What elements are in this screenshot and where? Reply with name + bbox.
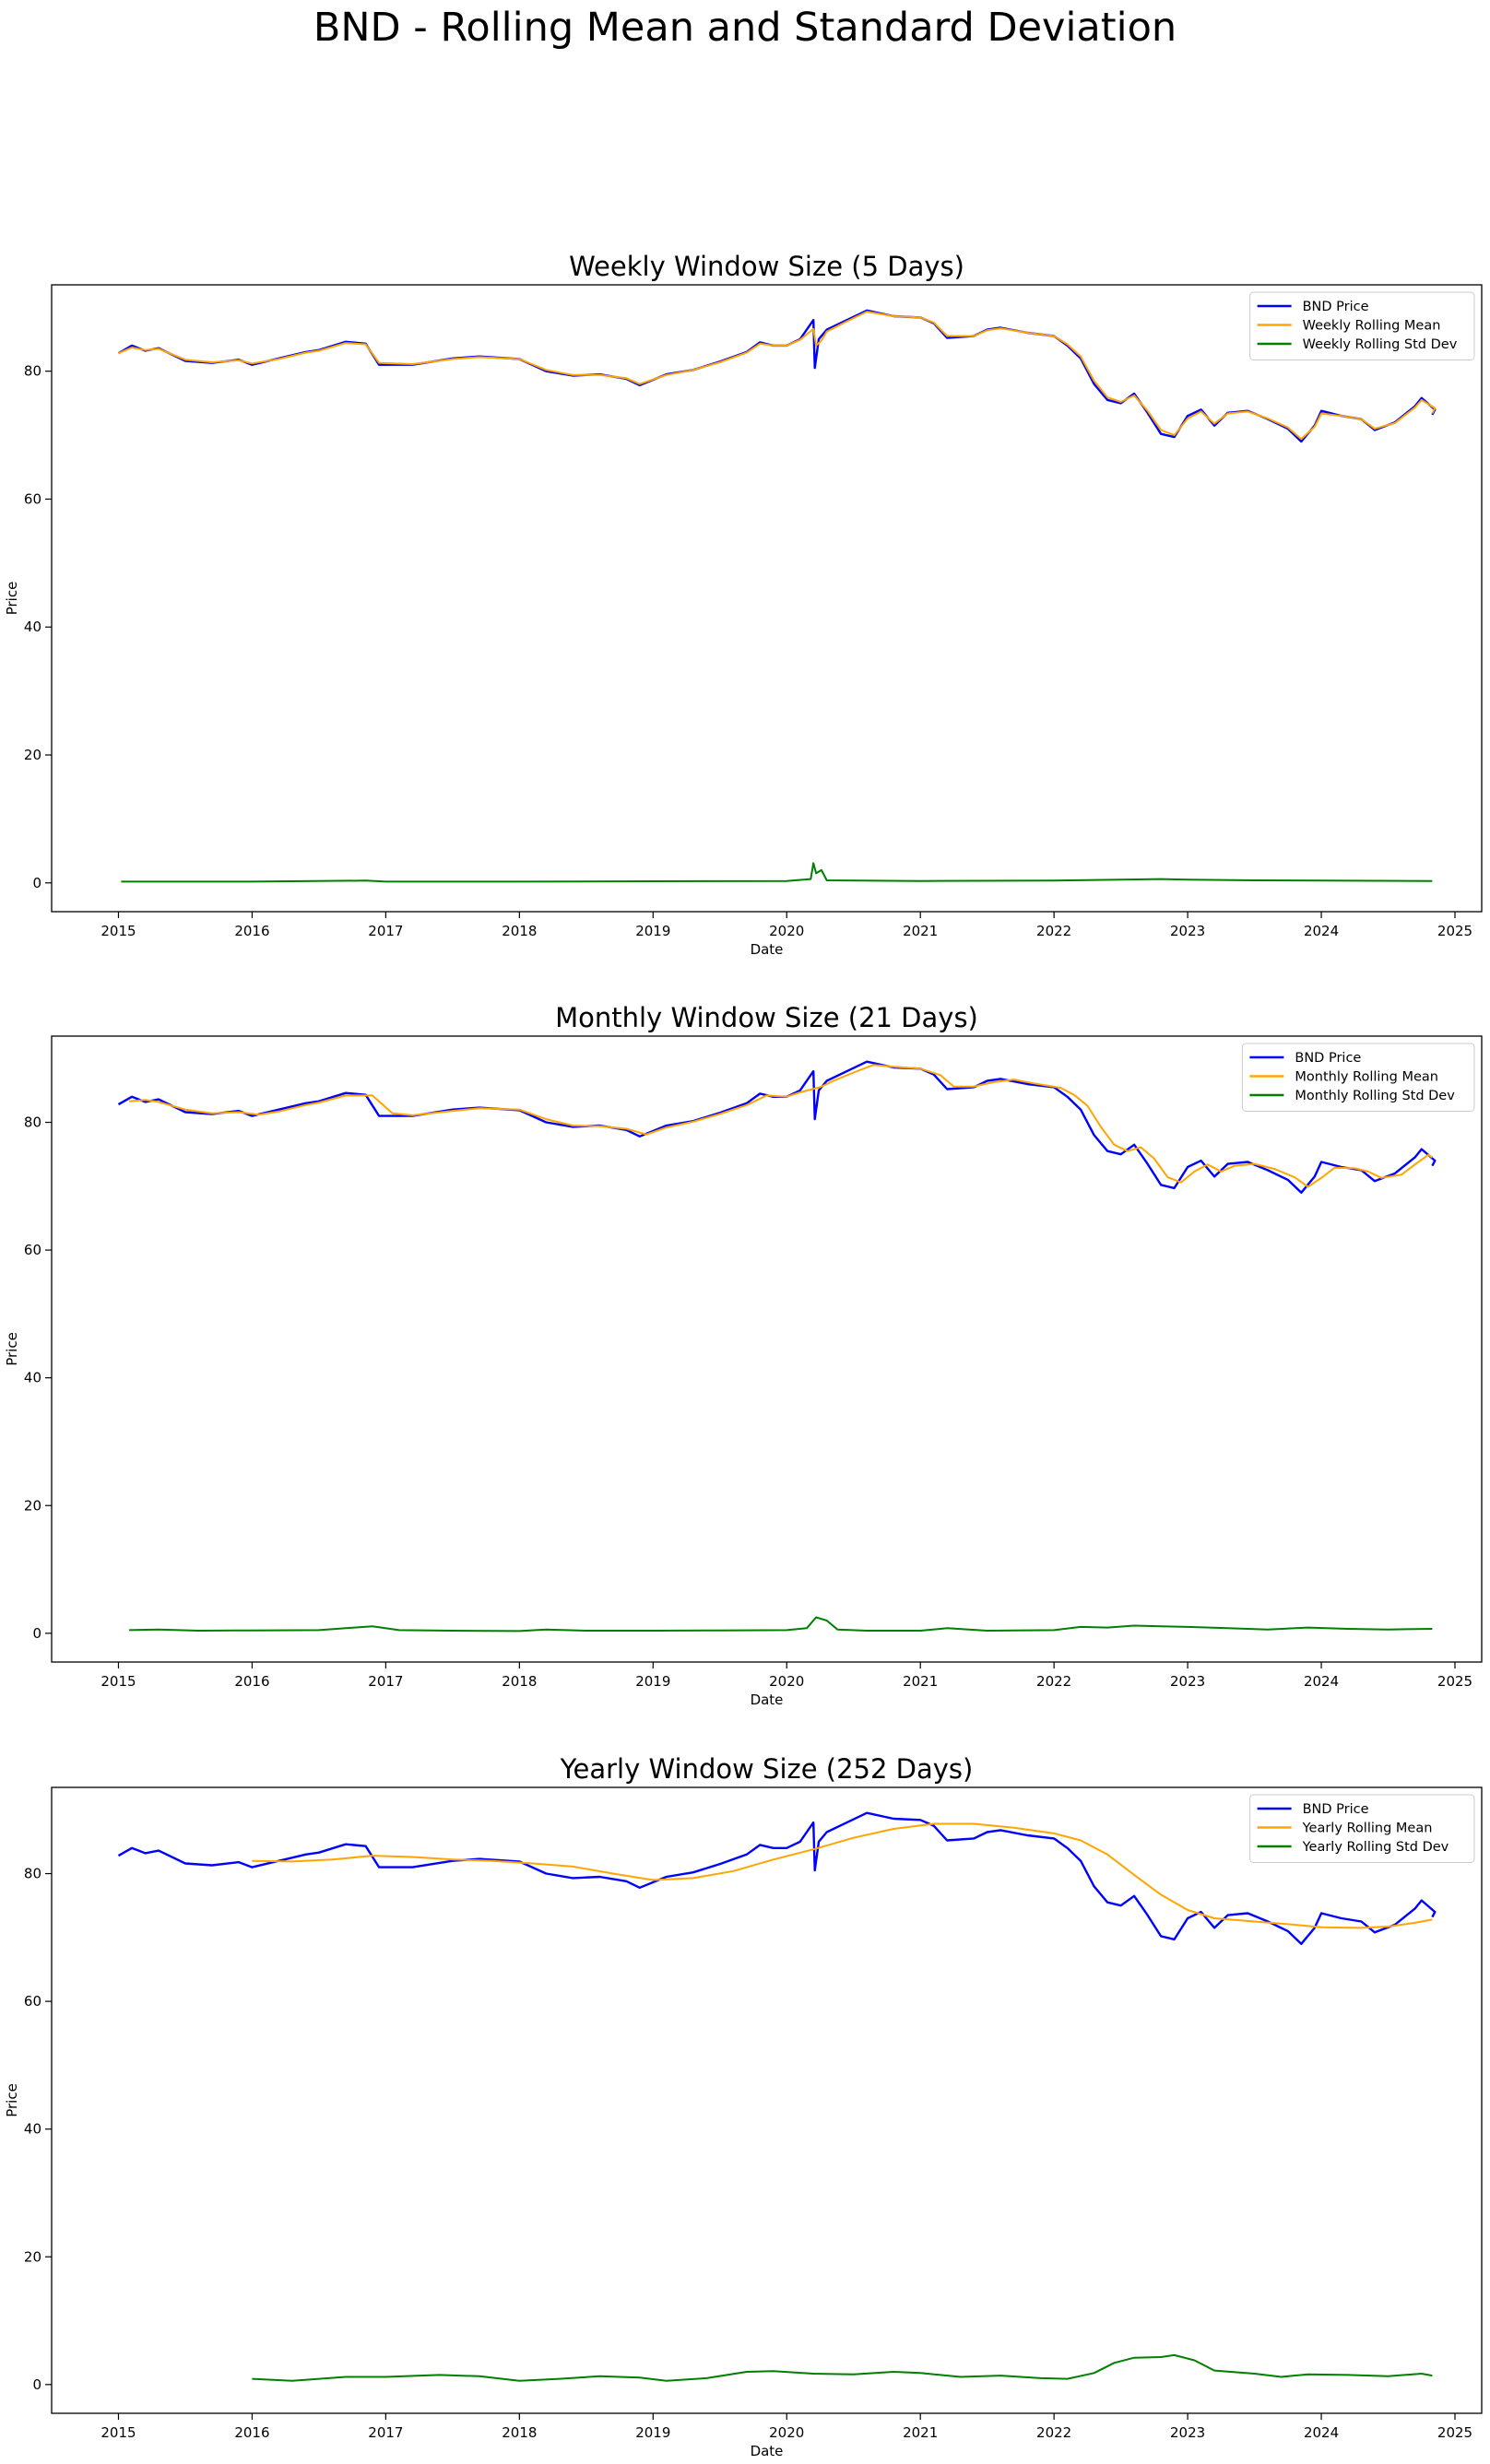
x-tick-label: 2021 bbox=[903, 2424, 938, 2441]
y-tick-label: 40 bbox=[24, 619, 41, 635]
series-line-weekly-rolling-std-dev bbox=[121, 862, 1433, 883]
x-tick-label: 2024 bbox=[1304, 923, 1339, 939]
y-tick-label: 20 bbox=[24, 2248, 41, 2265]
x-tick-label: 2022 bbox=[1036, 1673, 1071, 1690]
x-tick-label: 2023 bbox=[1170, 2424, 1205, 2441]
x-tick-label: 2019 bbox=[635, 923, 670, 939]
x-tick-label: 2023 bbox=[1170, 1673, 1205, 1690]
x-tick-label: 2024 bbox=[1304, 2424, 1339, 2441]
x-tick-label: 2016 bbox=[234, 1673, 269, 1690]
y-tick-label: 40 bbox=[24, 2121, 41, 2138]
x-tick-label: 2017 bbox=[368, 923, 403, 939]
x-tick-label: 2018 bbox=[502, 923, 537, 939]
y-axis-label: Price bbox=[4, 582, 20, 616]
legend-frame bbox=[1241, 1043, 1475, 1112]
y-tick-label: 0 bbox=[32, 875, 41, 891]
x-tick-label: 2023 bbox=[1170, 923, 1205, 939]
chart-panel-1: Weekly Window Size (5 Days) 2015 2016 2017 2… bbox=[4, 251, 1483, 958]
series-line-yearly-rolling-std-dev bbox=[252, 2353, 1433, 2382]
legend: BND Price Monthly Rolling Mean Monthly Rol… bbox=[1241, 1043, 1475, 1112]
x-tick-label: 2020 bbox=[769, 923, 804, 939]
x-axis-label: Date bbox=[751, 941, 784, 958]
y-tick-label: 20 bbox=[24, 1497, 41, 1514]
y-tick-label: 60 bbox=[24, 1993, 41, 2010]
y-tick-label: 60 bbox=[24, 490, 41, 507]
legend-frame bbox=[1249, 1794, 1475, 1863]
legend-label: Yearly Rolling Std Dev bbox=[1302, 1840, 1449, 1855]
y-tick-label: 80 bbox=[24, 1866, 41, 1882]
x-tick-label: 2025 bbox=[1437, 923, 1472, 939]
x-tick-label: 2016 bbox=[234, 923, 269, 939]
x-tick-label: 2021 bbox=[903, 923, 938, 939]
x-tick-label: 2022 bbox=[1036, 2424, 1071, 2441]
legend-label: Yearly Rolling Mean bbox=[1302, 1821, 1433, 1836]
x-tick-label: 2024 bbox=[1304, 1673, 1339, 1690]
legend-label: Weekly Rolling Mean bbox=[1303, 319, 1441, 334]
x-tick-label: 2025 bbox=[1437, 1673, 1472, 1690]
legend-label: Monthly Rolling Mean bbox=[1295, 1070, 1438, 1085]
chart-panel-3: Yearly Window Size (252 Days) 2015 2016 201… bbox=[4, 1753, 1483, 2459]
series-line-weekly-rolling-mean bbox=[118, 311, 1437, 441]
y-axis-label: Price bbox=[4, 2083, 20, 2117]
series-line-monthly-rolling-std-dev bbox=[129, 1616, 1433, 1633]
series-line-bnd-price bbox=[117, 1060, 1437, 1194]
chart-panel-2: Monthly Window Size (21 Days) 2015 2016 201… bbox=[4, 1002, 1483, 1708]
series-line-yearly-rolling-mean bbox=[252, 1822, 1433, 1929]
y-tick-label: 20 bbox=[24, 747, 41, 763]
series-line-monthly-rolling-mean bbox=[129, 1064, 1433, 1188]
x-tick-label: 2019 bbox=[635, 2424, 670, 2441]
chart-title: Weekly Window Size (5 Days) bbox=[569, 251, 964, 282]
plot-area-frame bbox=[51, 1035, 1483, 1663]
x-tick-label: 2018 bbox=[502, 1673, 537, 1690]
legend-label: BND Price bbox=[1295, 1051, 1361, 1066]
chart-title: Monthly Window Size (21 Days) bbox=[555, 1002, 978, 1033]
x-tick-label: 2020 bbox=[769, 2424, 804, 2441]
y-tick-label: 80 bbox=[24, 363, 41, 380]
y-tick-label: 80 bbox=[24, 1114, 41, 1131]
plot-area-frame bbox=[51, 284, 1483, 913]
chart-title: Yearly Window Size (252 Days) bbox=[560, 1753, 974, 1785]
x-tick-label: 2020 bbox=[769, 1673, 804, 1690]
y-tick-label: 0 bbox=[32, 2376, 41, 2393]
figure-suptitle: BND - Rolling Mean and Standard Deviatio… bbox=[313, 5, 1177, 51]
y-tick-label: 0 bbox=[32, 1625, 41, 1642]
x-tick-label: 2022 bbox=[1036, 923, 1071, 939]
x-tick-label: 2025 bbox=[1437, 2424, 1472, 2441]
series-line-bnd-price bbox=[117, 1811, 1437, 1945]
legend-label: Weekly Rolling Std Dev bbox=[1303, 337, 1458, 352]
series-line-bnd-price bbox=[117, 309, 1437, 443]
legend: BND Price Weekly Rolling Mean Weekly Rolli… bbox=[1249, 291, 1475, 360]
legend-label: BND Price bbox=[1303, 300, 1369, 314]
y-axis-label: Price bbox=[4, 1332, 20, 1366]
x-tick-label: 2017 bbox=[368, 1673, 403, 1690]
plot-area-frame bbox=[51, 1786, 1483, 2414]
x-tick-label: 2021 bbox=[903, 1673, 938, 1690]
x-tick-label: 2017 bbox=[368, 2424, 403, 2441]
y-tick-label: 60 bbox=[24, 1242, 41, 1258]
y-tick-label: 40 bbox=[24, 1370, 41, 1386]
legend-label: Monthly Rolling Std Dev bbox=[1295, 1089, 1455, 1103]
legend-label: BND Price bbox=[1303, 1802, 1369, 1817]
x-tick-label: 2018 bbox=[502, 2424, 537, 2441]
legend: BND Price Yearly Rolling Mean Yearly Rolli… bbox=[1249, 1794, 1475, 1863]
x-tick-label: 2019 bbox=[635, 1673, 670, 1690]
x-axis-label: Date bbox=[751, 2443, 784, 2459]
x-tick-label: 2015 bbox=[101, 1673, 136, 1690]
x-tick-label: 2015 bbox=[101, 923, 136, 939]
legend-frame bbox=[1249, 291, 1475, 360]
x-tick-label: 2015 bbox=[101, 2424, 136, 2441]
x-axis-label: Date bbox=[751, 1692, 784, 1708]
x-tick-label: 2016 bbox=[234, 2424, 269, 2441]
